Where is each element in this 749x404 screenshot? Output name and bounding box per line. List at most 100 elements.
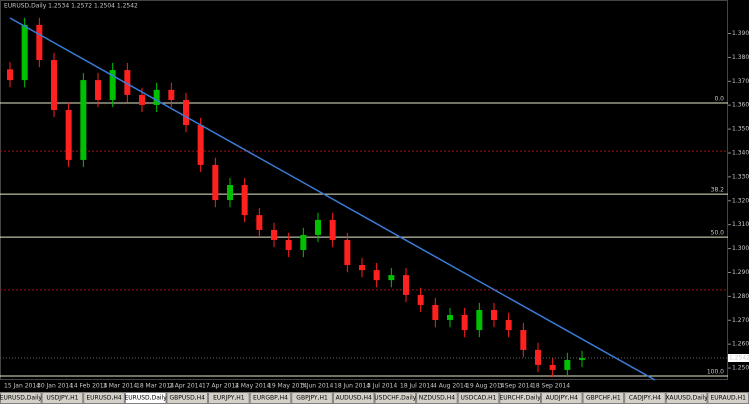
y-tick-label: 1.2800 bbox=[732, 293, 749, 300]
tab[interactable]: USDCAD,H1 bbox=[457, 392, 500, 404]
candle-body bbox=[359, 265, 365, 271]
chart-title: EURUSD,Daily 1.2534 1.2572 1.2504 1.2542 bbox=[4, 3, 138, 10]
candle-body bbox=[329, 219, 336, 240]
tab-label: XAUUSD,Daily bbox=[665, 395, 708, 402]
tab[interactable]: NZDUSD,H4 bbox=[416, 392, 458, 404]
tab[interactable]: EURJPY,H1 bbox=[208, 392, 250, 404]
candle-body bbox=[21, 24, 28, 81]
tab-label: NZDUSD,H4 bbox=[419, 395, 455, 402]
candle-body bbox=[417, 294, 424, 305]
x-tick-label: 18 Mar 2014 bbox=[136, 383, 174, 390]
x-tick-label: 17 Apr 2014 bbox=[202, 383, 239, 390]
tab-label: EURUSD,Daily bbox=[0, 395, 42, 402]
candle-body bbox=[520, 330, 527, 350]
x-tick-label: 3 Sep 2014 bbox=[499, 383, 533, 390]
tab-label: EURUSD,H4 bbox=[86, 395, 122, 402]
y-tick-label: 1.2600 bbox=[732, 341, 749, 348]
fib-label: 100.0 bbox=[707, 368, 724, 375]
current-price-label: 1.2542 bbox=[729, 355, 749, 362]
y-tick-label: 1.3600 bbox=[732, 102, 749, 109]
tab-label: USDCAD,H1 bbox=[461, 395, 497, 402]
y-tick-label: 1.3000 bbox=[732, 245, 749, 252]
y-tick-label: 1.3800 bbox=[732, 54, 749, 61]
x-tick-label: 3 Mar 2014 bbox=[103, 383, 137, 390]
tab[interactable]: USDJPY,H1 bbox=[41, 392, 84, 404]
x-tick-label: 18 Jun 2014 bbox=[334, 383, 370, 390]
tab[interactable]: AUDUSD,H4 bbox=[332, 392, 375, 404]
tab[interactable]: USDCHF,Daily bbox=[374, 392, 417, 404]
x-tick-label: 3 Jun 2014 bbox=[301, 383, 333, 390]
y-tick-label: 1.3500 bbox=[732, 126, 749, 133]
x-tick-label: 19 Aug 2014 bbox=[466, 383, 505, 390]
candle-body bbox=[476, 309, 483, 331]
tab-label: USDCHF,Daily bbox=[374, 395, 417, 402]
x-tick-label: 19 May 2014 bbox=[268, 383, 307, 390]
candle-body bbox=[183, 99, 189, 126]
tab[interactable]: GBPUSD,H4 bbox=[166, 392, 209, 404]
tab-label: GBPCHF,H1 bbox=[586, 395, 621, 402]
y-tick-label: 1.3400 bbox=[732, 149, 749, 156]
tab[interactable]: EURGBP,H4 bbox=[249, 392, 292, 404]
x-tick-label: 18 Sep 2014 bbox=[532, 383, 570, 390]
tab[interactable]: EURAUD,H1 bbox=[707, 392, 749, 404]
tab[interactable]: EURUSD,Daily bbox=[125, 392, 168, 404]
candle-body bbox=[153, 89, 160, 105]
tab[interactable]: GBPJPY,H1 bbox=[291, 392, 333, 404]
y-tick-label: 1.3200 bbox=[732, 197, 749, 204]
tab-label: EURUSD,Daily bbox=[125, 395, 168, 402]
y-tick-label: 1.2900 bbox=[732, 269, 749, 276]
candle-body bbox=[7, 69, 13, 81]
candle-body bbox=[139, 94, 145, 105]
tab-label: GBPJPY,H1 bbox=[296, 395, 328, 402]
candle-body bbox=[373, 270, 380, 281]
x-tick-label: 18 Jul 2014 bbox=[400, 383, 434, 390]
candle-body bbox=[109, 70, 116, 100]
candle-body bbox=[36, 24, 43, 61]
candle-body bbox=[124, 70, 131, 95]
trendline bbox=[9, 17, 656, 381]
fib-label: 0.0 bbox=[714, 96, 724, 103]
tab[interactable]: CADJPY,H4 bbox=[624, 392, 666, 404]
tab-label: EURCHF,Daily bbox=[499, 395, 541, 402]
candle-body bbox=[241, 185, 248, 216]
tab[interactable]: GBPCHF,H1 bbox=[582, 392, 625, 404]
candle-body bbox=[549, 364, 556, 370]
tab-label: EURGBP,H4 bbox=[253, 395, 288, 402]
candle-body bbox=[432, 304, 439, 321]
tab[interactable]: EURCHF,Daily bbox=[499, 392, 541, 404]
x-tick-label: 30 Jan 2014 bbox=[37, 383, 73, 390]
candle-body bbox=[227, 185, 233, 201]
candle-body bbox=[212, 164, 219, 201]
current-price-box bbox=[728, 354, 749, 363]
candle-body bbox=[388, 275, 395, 281]
candle-body bbox=[535, 349, 541, 365]
candle-body bbox=[65, 109, 72, 160]
tab[interactable]: EURUSD,Daily bbox=[0, 392, 42, 404]
x-tick-label: 15 Jan 2014 bbox=[4, 383, 40, 390]
fib-label: 38.2 bbox=[711, 187, 725, 194]
candle-body bbox=[447, 315, 453, 321]
tab[interactable]: XAUUSD,Daily bbox=[665, 392, 708, 404]
candle-body bbox=[95, 80, 101, 100]
candle-body bbox=[461, 315, 468, 331]
y-tick-label: 1.3700 bbox=[732, 78, 749, 85]
candle-body bbox=[491, 309, 497, 321]
x-tick-label: 2 Apr 2014 bbox=[169, 383, 202, 390]
fib-label: 50.0 bbox=[711, 230, 725, 237]
tab-label: EURJPY,H1 bbox=[213, 395, 245, 402]
candle-body bbox=[579, 358, 585, 360]
tab-label: CADJPY,H4 bbox=[629, 395, 661, 402]
tab-label: EURAUD,H1 bbox=[710, 395, 746, 402]
x-tick-label: 3 Jul 2014 bbox=[367, 383, 397, 390]
x-tick-label: 14 Feb 2014 bbox=[70, 383, 108, 390]
candle-body bbox=[285, 239, 292, 251]
y-tick-label: 1.3300 bbox=[732, 173, 749, 180]
tab[interactable]: AUDJPY,H4 bbox=[540, 392, 583, 404]
tab-label: GBPUSD,H4 bbox=[170, 395, 206, 402]
plot-frame bbox=[0, 0, 728, 380]
tab[interactable]: EURUSD,H4 bbox=[83, 392, 125, 404]
candle-body bbox=[403, 275, 409, 295]
